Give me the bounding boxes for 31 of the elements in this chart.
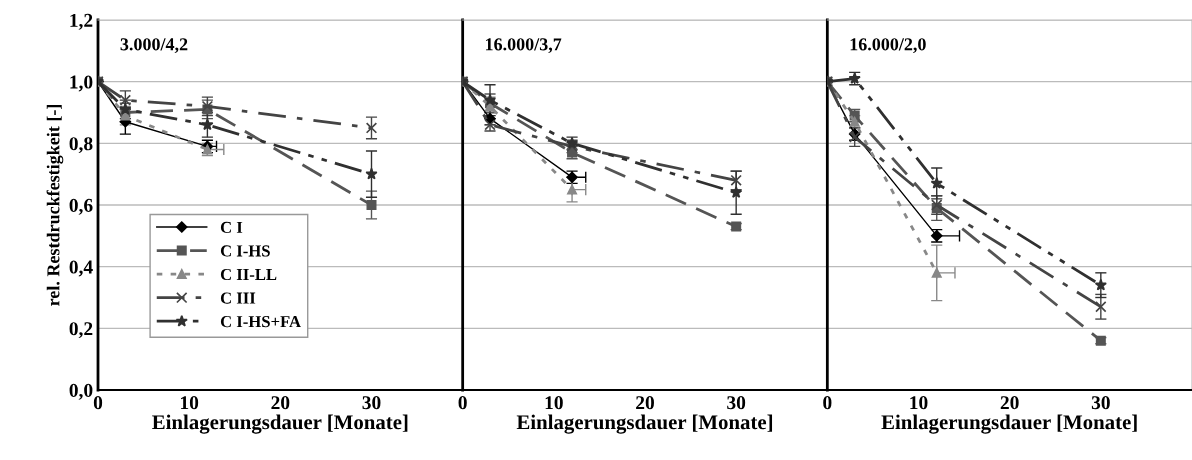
x-tick-label: 0 [458,396,467,410]
x-tick-label: 30 [362,396,381,410]
text: 16.000/2,0 [850,38,926,54]
y-tick-label: 0,0 [69,383,93,400]
y-tick-label: 1,2 [70,13,93,30]
x-tick-label: 20 [1000,396,1019,410]
text: 16.000/3,7 [485,38,562,54]
legend-label: C II-LL [220,268,277,281]
x-tick-label: 10 [910,396,928,410]
y-tick-label: 0,2 [69,322,93,339]
legend-label: C III [220,292,256,304]
x-axis-title: Einlagerungsdauer [Monate] [152,414,408,434]
x-tick-label: 10 [545,396,563,410]
y-axis-title: rel. Restdruckfestigkeit [-] [46,104,64,306]
x-tick-label: 0 [93,396,103,410]
legend-label: C I-HS+FA [220,316,301,328]
y-tick-label: 0,6 [69,198,93,215]
y-tick-label: 0,4 [69,260,93,277]
x-axis-title: Einlagerungsdauer [Monate] [881,414,1137,434]
x-tick-label: 20 [636,396,654,410]
x-tick-label: 30 [1091,396,1110,410]
text: 3.000/4,2 [120,38,188,54]
legend-label: C I [220,221,243,234]
legend-label: C I-HS [220,245,270,257]
y-tick-label: 0,8 [69,137,93,154]
x-tick-label: 0 [823,396,832,410]
x-tick-label: 30 [727,396,746,410]
y-tick-label: 1,0 [70,75,93,92]
x-tick-label: 20 [271,396,290,410]
x-tick-label: 10 [181,396,199,410]
x-axis-title: Einlagerungsdauer [Monate] [516,414,773,434]
